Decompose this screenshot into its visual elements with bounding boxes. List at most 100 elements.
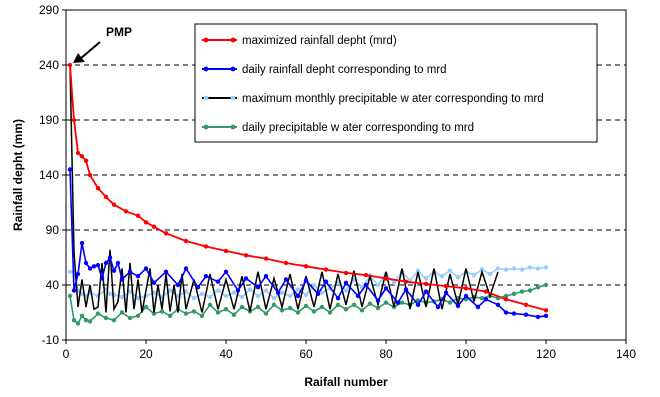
series-2-point-30 — [279, 290, 285, 295]
x-tick-label-6: 120 — [536, 347, 556, 361]
series-1-point-51 — [495, 302, 501, 307]
series-2-point-33 — [303, 292, 309, 298]
legend-marker-left-3 — [203, 124, 209, 130]
series-3-point-50 — [447, 300, 453, 305]
legend-label-2: maximum monthly precipitable w ater corr… — [242, 93, 544, 105]
series-2-point-38 — [343, 288, 349, 293]
series-2-point-23 — [223, 293, 229, 299]
series-0-point-20 — [303, 264, 309, 269]
series-3-point-36 — [335, 302, 341, 307]
x-tick-label-7: 140 — [616, 347, 636, 361]
series-1-point-2 — [75, 271, 81, 277]
series-2-point-24 — [231, 290, 237, 295]
series-0-point-28 — [463, 286, 469, 291]
series-3-point-35 — [327, 310, 333, 315]
series-3-point-24 — [239, 304, 245, 310]
series-0-point-25 — [403, 279, 409, 284]
x-tick-label-3: 60 — [299, 347, 313, 361]
series-1-point-35 — [335, 296, 341, 301]
series-0-point-12 — [151, 224, 157, 229]
series-3-point-21 — [215, 310, 221, 315]
series-1-point-46 — [443, 290, 449, 295]
series-0-point-31 — [523, 302, 529, 307]
y-axis-title: Rainfall depht (mm) — [11, 119, 25, 231]
series-3-point-57 — [503, 293, 509, 299]
legend-label-0: maximized rainfall depht (mrd) — [242, 35, 397, 47]
series-1-point-33 — [315, 291, 321, 296]
series-3-point-32 — [303, 303, 309, 309]
x-tick-label-4: 80 — [379, 347, 393, 361]
series-2-point-32 — [295, 287, 301, 292]
series-3-point-44 — [399, 300, 405, 305]
series-2-point-27 — [255, 293, 261, 299]
series-3-point-13 — [151, 311, 157, 316]
series-3-point-12 — [143, 304, 149, 310]
series-1-point-52 — [503, 310, 509, 315]
series-2-point-20 — [199, 291, 205, 296]
series-0-point-6 — [95, 186, 101, 191]
series-2-point-10 — [119, 294, 125, 300]
series-0-point-13 — [163, 231, 169, 236]
series-0-point-21 — [323, 267, 329, 272]
series-0-point-9 — [123, 209, 129, 214]
series-1-point-0 — [67, 167, 73, 172]
series-3-point-58 — [511, 291, 517, 296]
series-3-point-5 — [87, 319, 93, 324]
series-3-point-26 — [255, 304, 261, 310]
series-1-point-32 — [303, 278, 309, 283]
legend-marker-right-1 — [230, 66, 236, 72]
series-2-point-0 — [67, 269, 73, 274]
series-3-point-7 — [103, 315, 109, 321]
series-0-point-18 — [263, 256, 269, 261]
series-3-point-41 — [375, 305, 381, 311]
series-1-point-25 — [235, 288, 241, 293]
series-3-point-60 — [527, 288, 533, 293]
series-3-point-1 — [71, 318, 77, 323]
series-2-point-63 — [543, 265, 549, 270]
series-2-point-3 — [79, 291, 85, 296]
series-1-point-53 — [511, 311, 517, 316]
series-1-point-10 — [107, 255, 113, 260]
series-2-point-26 — [247, 287, 253, 292]
series-2-point-62 — [535, 266, 541, 271]
legend-marker-left-0 — [203, 37, 209, 43]
legend-marker-right-2 — [230, 95, 236, 101]
series-3-point-62 — [543, 282, 549, 288]
series-1-point-19 — [175, 282, 181, 288]
series-3-point-18 — [191, 309, 197, 314]
series-2-point-42 — [375, 282, 381, 288]
series-2-point-61 — [527, 265, 533, 270]
series-2-point-51 — [447, 268, 453, 273]
y-tick-label-3: 140 — [39, 168, 59, 182]
series-2-point-52 — [455, 275, 461, 280]
series-1-point-24 — [223, 269, 229, 274]
series-0-point-10 — [135, 213, 141, 218]
series-1-point-6 — [91, 264, 97, 269]
series-0-point-29 — [483, 289, 489, 294]
series-1-point-55 — [535, 314, 541, 320]
series-0-point-1 — [71, 117, 77, 123]
y-tick-label-5: 240 — [39, 58, 59, 72]
series-1-point-38 — [363, 282, 369, 288]
series-1-point-34 — [323, 279, 329, 284]
series-1-point-29 — [275, 290, 281, 295]
pmp-arrowhead — [73, 53, 85, 63]
series-2-point-34 — [311, 282, 317, 288]
series-0-point-5 — [87, 172, 93, 178]
legend-marker-left-2 — [203, 95, 209, 101]
series-0-point-8 — [111, 202, 117, 207]
series-0-point-22 — [343, 270, 349, 276]
axes: 0 20 40 60 80 100 120 140 -10 40 90 140 190 240 290 — [39, 3, 636, 361]
series-3-point-9 — [119, 310, 125, 315]
series-3-point-4 — [83, 318, 89, 323]
series-1-point-40 — [383, 286, 389, 291]
legend-label-3: daily precipitable w ater corresponding … — [242, 122, 474, 134]
series-3-point-23 — [231, 312, 237, 317]
series-2-point-22 — [215, 288, 221, 293]
series-2-point-57 — [495, 266, 501, 271]
series-3-point-2 — [75, 321, 81, 326]
pmp-annotation: PMP — [106, 25, 132, 39]
series-1-point-42 — [403, 287, 409, 292]
series-1-point-37 — [355, 293, 361, 299]
